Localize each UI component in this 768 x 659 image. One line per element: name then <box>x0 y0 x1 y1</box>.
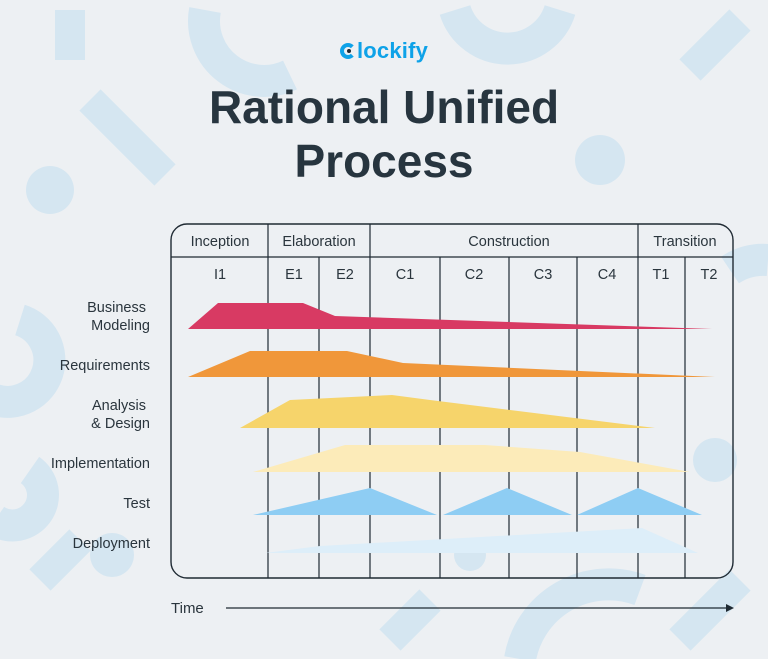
effort-analysis-design <box>240 395 655 428</box>
discipline-label-test: Test <box>123 496 150 512</box>
effort-implementation <box>253 445 690 472</box>
phase-label-transition: Transition <box>653 234 716 250</box>
iteration-label-c3: C3 <box>534 267 553 283</box>
right-arrow-icon <box>226 604 734 612</box>
title-line-2: Process <box>294 135 474 187</box>
title-line-1: Rational Unified <box>208 81 560 133</box>
iteration-label-t1: T1 <box>653 267 670 283</box>
iteration-label-e2: E2 <box>336 267 354 283</box>
effort-test-2 <box>443 488 572 515</box>
clockify-c-icon <box>339 43 356 59</box>
time-axis-label: Time <box>171 600 204 617</box>
brand-logo: lockify <box>0 38 768 64</box>
iteration-label-c4: C4 <box>598 267 617 283</box>
phase-label-elaboration: Elaboration <box>282 234 355 250</box>
effort-business-modeling <box>188 303 712 329</box>
brand-name: lockify <box>356 38 429 63</box>
iteration-label-c2: C2 <box>465 267 484 283</box>
page-title: Rational Unified Process <box>0 80 768 188</box>
effort-deployment <box>265 528 698 553</box>
iteration-label-t2: T2 <box>701 267 718 283</box>
discipline-label-requirements: Requirements <box>60 358 150 374</box>
effort-requirements <box>188 351 715 377</box>
iteration-label-e1: E1 <box>285 267 303 283</box>
effort-test-1 <box>253 488 437 515</box>
discipline-label-implementation: Implementation <box>51 456 150 472</box>
effort-test-3 <box>577 488 702 515</box>
iteration-label-c1: C1 <box>396 267 415 283</box>
discipline-label-deployment: Deployment <box>73 536 150 552</box>
diagram-frame <box>170 223 734 579</box>
phase-label-construction: Construction <box>468 234 549 250</box>
discipline-label-analysis-design: Analysis & Design <box>91 398 150 432</box>
discipline-label-business-modeling: Business Modeling <box>87 300 150 334</box>
phase-label-inception: Inception <box>191 234 250 250</box>
iteration-label-i1: I1 <box>214 267 226 283</box>
